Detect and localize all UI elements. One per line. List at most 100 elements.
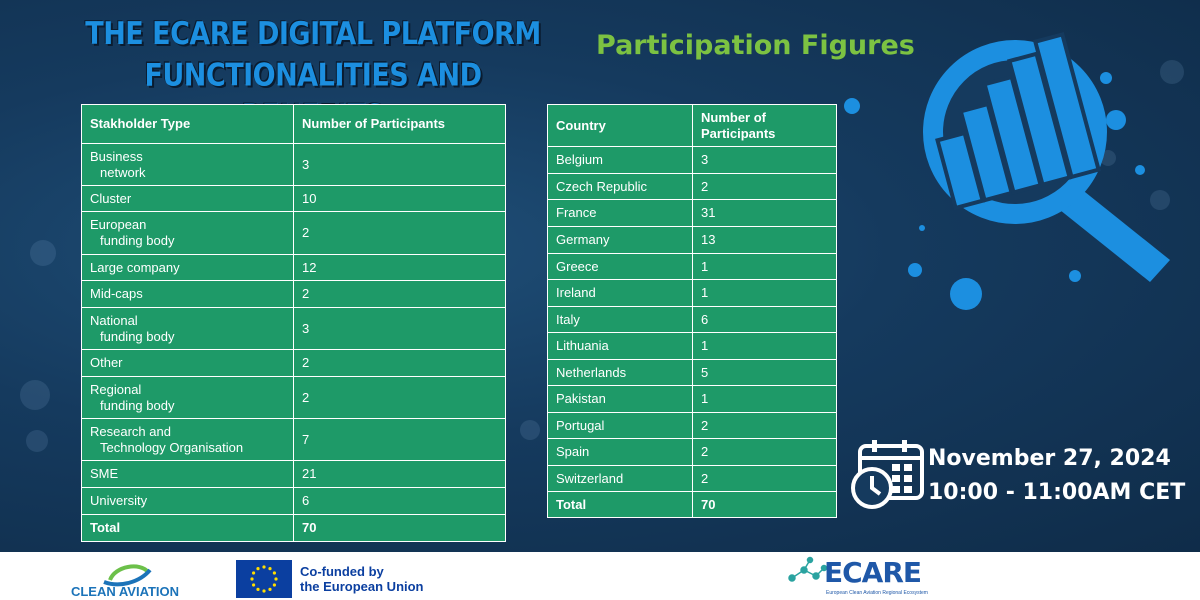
country-cell: Germany (547, 226, 693, 254)
table-row: Research and Technology Organisation 7 (81, 418, 506, 461)
event-time: 10:00 - 11:00AM CET (928, 480, 1186, 505)
stakeholder-type-cell: Other (81, 349, 294, 377)
total-value: 70 (692, 491, 837, 518)
table-row: Ireland 1 (547, 279, 837, 307)
table-row: Germany 13 (547, 226, 837, 254)
header-stakeholder-type: Stakholder Type (81, 104, 294, 144)
subtitle: Participation Figures (596, 30, 915, 61)
banner-background: THE ECARE DIGITAL PLATFORM FUNCTIONALITI… (0, 0, 1200, 552)
table-row: Italy 6 (547, 306, 837, 333)
eu-line1: Co-funded by (300, 564, 384, 579)
participants-cell: 3 (293, 143, 506, 186)
participants-cell: 1 (692, 385, 837, 413)
header-text: Number of (701, 109, 766, 125)
cell-text: funding body (100, 233, 175, 248)
cell-text: Technology Organisation (100, 439, 244, 455)
country-cell: Switzerland (547, 465, 693, 492)
cell-text: Research and (90, 423, 171, 439)
country-cell: Italy (547, 306, 693, 333)
ecare-network-icon (788, 556, 828, 582)
table-total-row: Total 70 (81, 514, 506, 542)
country-cell: Pakistan (547, 385, 693, 413)
table-row: Mid-caps 2 (81, 280, 506, 308)
table-row: Other 2 (81, 349, 506, 377)
header-text: Participants (701, 125, 776, 141)
table-row: Regional funding body 2 (81, 376, 506, 419)
header-country: Country (547, 104, 693, 147)
country-cell: France (547, 199, 693, 227)
table-row: Pakistan 1 (547, 385, 837, 413)
table-row: University 6 (81, 487, 506, 515)
cell-text: funding body (100, 397, 175, 413)
table-row: France 31 (547, 199, 837, 227)
country-cell: Spain (547, 438, 693, 466)
table-row: Portugal 2 (547, 412, 837, 439)
stakeholder-type-cell: Regional funding body (81, 376, 294, 419)
magnifier-chart-icon (844, 31, 1170, 310)
footer: CLEAN AVIATION Co-funded by the European… (0, 552, 1200, 600)
cell-text: network (100, 164, 146, 180)
clean-aviation-logo-text: CLEAN AVIATION (70, 584, 180, 599)
total-label: Total (81, 514, 294, 542)
country-cell: Greece (547, 253, 693, 280)
stakeholder-table: Stakholder Type Number of Participants B… (81, 104, 506, 542)
main-title-line1: THE ECARE DIGITAL PLATFORM (85, 16, 541, 52)
participants-cell: 21 (293, 460, 506, 488)
participants-cell: 12 (293, 254, 506, 281)
event-date: November 27, 2024 (928, 446, 1171, 471)
participants-cell: 7 (293, 418, 506, 461)
participants-cell: 2 (293, 376, 506, 419)
table-total-row: Total 70 (547, 491, 837, 518)
country-cell: Ireland (547, 279, 693, 307)
clean-aviation-swirl-icon (103, 564, 152, 587)
cell-text: National (90, 312, 138, 328)
eu-cofunded-text: Co-funded by the European Union (300, 564, 424, 594)
header-number-of-participants: Number of Participants (293, 104, 506, 144)
stakeholder-type-cell: Large company (81, 254, 294, 281)
participants-cell: 2 (293, 280, 506, 308)
stakeholder-type-cell: Business network (81, 143, 294, 186)
stakeholder-type-cell: SME (81, 460, 294, 488)
participants-cell: 1 (692, 279, 837, 307)
table-row: Czech Republic 2 (547, 173, 837, 200)
ecare-logo-text: ECARE (824, 556, 922, 589)
participants-cell: 2 (293, 211, 506, 255)
cell-text: Business (90, 148, 143, 164)
participants-cell: 1 (692, 253, 837, 280)
participants-cell: 2 (692, 465, 837, 492)
stakeholder-type-cell: University (81, 487, 294, 515)
participants-cell: 2 (692, 412, 837, 439)
table-row: European funding body 2 (81, 211, 506, 255)
country-cell: Czech Republic (547, 173, 693, 200)
stakeholder-type-cell: Cluster (81, 185, 294, 212)
header-number-of-participants: Number of Participants (692, 104, 837, 147)
total-value: 70 (293, 514, 506, 542)
participants-cell: 5 (692, 359, 837, 386)
country-cell: Lithuania (547, 332, 693, 360)
eu-line2: the European Union (300, 579, 424, 594)
cell-text: funding body (100, 328, 175, 344)
stakeholder-type-cell: National funding body (81, 307, 294, 350)
stakeholder-type-cell: European funding body (81, 211, 294, 255)
participants-cell: 3 (293, 307, 506, 350)
cell-text: Regional (90, 381, 142, 397)
table-row: Business network 3 (81, 143, 506, 186)
cell-text: European (90, 217, 147, 232)
total-label: Total (547, 491, 693, 518)
participants-cell: 3 (692, 146, 837, 174)
stakeholder-table-header: Stakholder Type Number of Participants (81, 104, 506, 144)
table-row: Spain 2 (547, 438, 837, 466)
table-row: Lithuania 1 (547, 332, 837, 360)
participants-cell: 13 (692, 226, 837, 254)
main-title: THE ECARE DIGITAL PLATFORM FUNCTIONALITI… (78, 14, 548, 138)
country-table-header: Country Number of Participants (547, 104, 837, 147)
table-row: SME 21 (81, 460, 506, 488)
participants-cell: 6 (293, 487, 506, 515)
table-row: Switzerland 2 (547, 465, 837, 492)
country-cell: Belgium (547, 146, 693, 174)
calendar-clock-icon (851, 440, 924, 509)
participants-cell: 2 (293, 349, 506, 377)
event-date-block: November 27, 2024 10:00 - 11:00AM CET (848, 440, 1200, 520)
eu-flag-icon (236, 560, 292, 598)
table-row: National funding body 3 (81, 307, 506, 350)
